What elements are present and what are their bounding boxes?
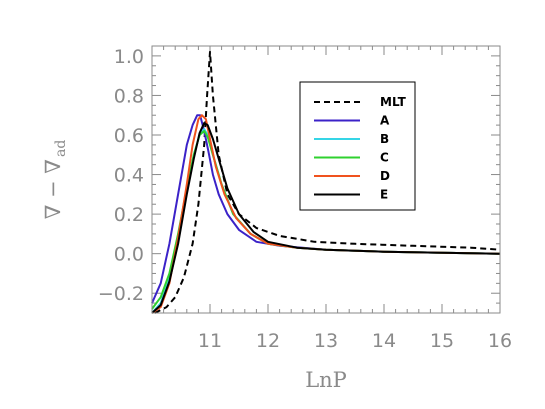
x-tick-label: 15	[430, 330, 454, 352]
y-tick-label: 1.0	[114, 46, 144, 68]
plot-frame	[151, 45, 501, 314]
y-axis-title-main: ∇ − ∇	[41, 159, 65, 219]
series-line-mlt	[154, 50, 501, 314]
y-tick-label: 0.2	[114, 204, 144, 226]
x-tick-label: 13	[314, 330, 338, 352]
x-tick-label: 14	[372, 330, 396, 352]
y-tick-label: 0.0	[114, 244, 144, 266]
x-tick-label: 12	[256, 330, 280, 352]
y-tick-label: 0.6	[114, 125, 144, 147]
legend-label-c: C	[380, 151, 389, 165]
y-axis-ticks: −0.2 0.0 0.2 0.4 0.6 0.8 1.0	[98, 45, 500, 314]
x-tick-label: 16	[488, 330, 512, 352]
legend-label-e: E	[380, 188, 388, 202]
x-axis-title: LnP	[305, 368, 347, 392]
legend-label-a: A	[380, 114, 390, 128]
series-line-e	[151, 122, 501, 314]
y-tick-label: 0.8	[114, 85, 144, 107]
legend-label-d: D	[380, 169, 390, 183]
legend-label-b: B	[380, 132, 389, 146]
series-layer	[151, 50, 501, 314]
legend-box	[299, 81, 416, 211]
y-tick-label: −0.2	[98, 283, 144, 305]
y-axis-title-subscript: ad	[53, 140, 69, 157]
y-tick-label: 0.4	[114, 165, 144, 187]
x-tick-label: 11	[198, 330, 222, 352]
legend-label-mlt: MLT	[380, 95, 407, 109]
y-axis-title: ∇ − ∇ ad	[41, 140, 69, 220]
